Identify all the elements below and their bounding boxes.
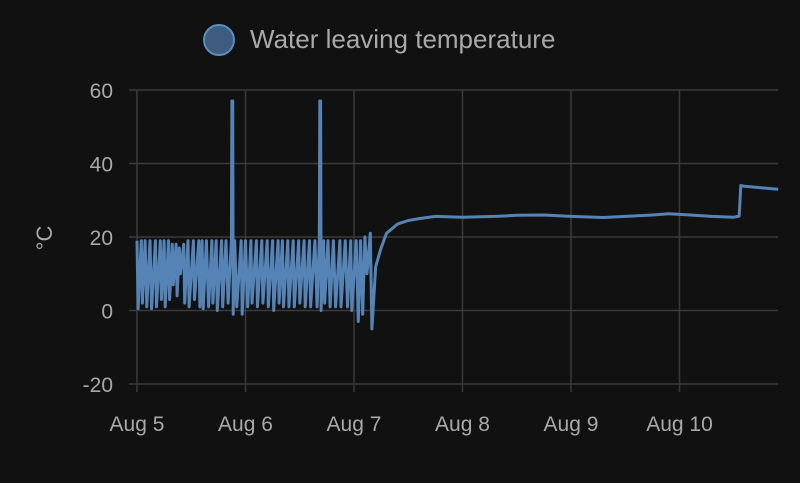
x-tick-label: Aug 9	[544, 413, 599, 436]
legend[interactable]: Water leaving temperature	[203, 24, 555, 56]
x-tick-label: Aug 7	[327, 413, 382, 436]
y-axis: 60 40 20 0 -20	[83, 80, 113, 397]
x-tick-label: Aug 10	[646, 413, 713, 436]
y-tick-label: 20	[90, 227, 113, 250]
x-axis: Aug 5 Aug 6 Aug 7 Aug 8 Aug 9 Aug 10	[110, 413, 713, 436]
x-tick-label: Aug 6	[218, 413, 273, 436]
y-tick-label: 0	[101, 301, 113, 324]
legend-marker-water-leaving-temperature	[203, 24, 235, 56]
y-tick-label: 60	[90, 80, 113, 103]
y-tick-label: 40	[90, 154, 113, 177]
y-axis-label: °C	[32, 226, 57, 251]
legend-label-water-leaving-temperature: Water leaving temperature	[250, 24, 555, 54]
x-tick-label: Aug 8	[435, 413, 490, 436]
series-line-water-leaving-temperature	[135, 99, 779, 331]
y-tick-label: -20	[83, 374, 113, 397]
x-tick-label: Aug 5	[110, 413, 165, 436]
